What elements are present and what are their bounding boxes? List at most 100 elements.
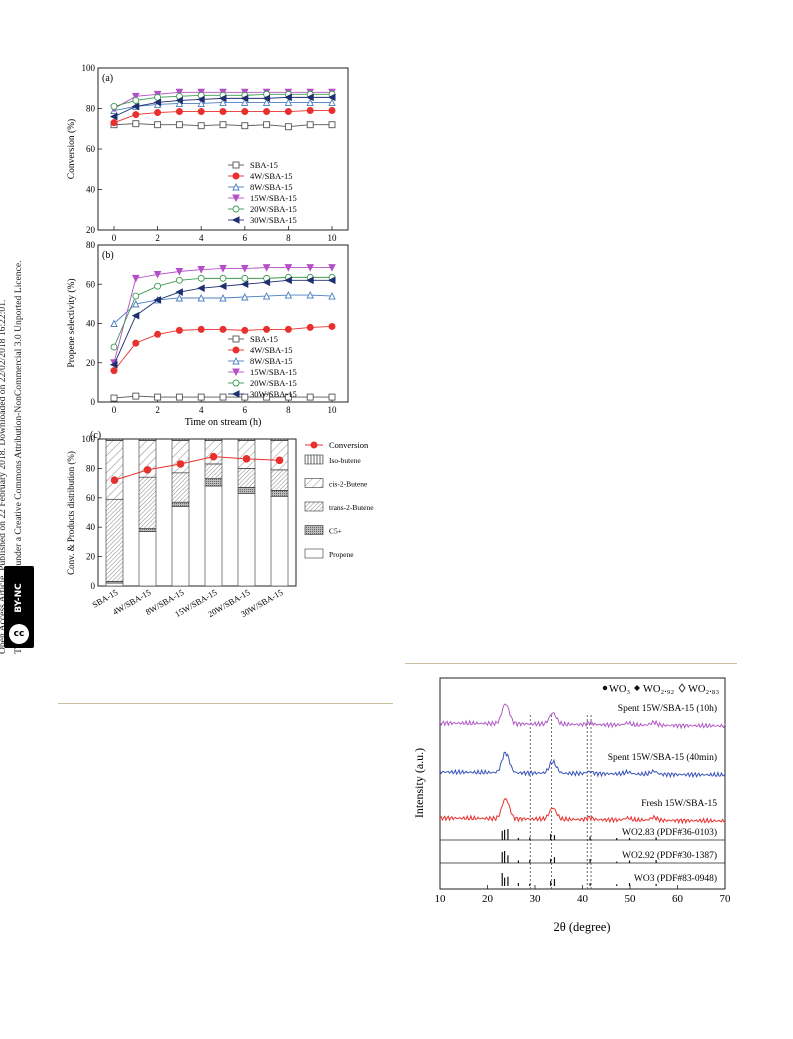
conversion-point	[275, 456, 284, 465]
xrd-trace	[439, 797, 726, 825]
panel-b-xlabel: Time on stream (h)	[185, 417, 262, 428]
stacked-bar-segment	[204, 485, 223, 587]
legend-label: SBA-15	[250, 160, 278, 170]
legend-swatch	[304, 525, 324, 535]
legend-marker	[232, 161, 240, 169]
legend-marker	[232, 335, 240, 343]
stacked-bar-segment	[171, 472, 190, 503]
data-point	[175, 276, 183, 284]
legend-label: SBA-15	[250, 334, 278, 344]
data-point	[328, 107, 336, 115]
stacked-bar-segment	[171, 506, 190, 587]
xtick-label: 50	[625, 893, 637, 905]
data-point	[284, 291, 293, 299]
data-point	[240, 94, 249, 103]
conversion-line	[114, 456, 280, 481]
legend-label: WO₂.₉₂	[643, 684, 674, 695]
data-point	[284, 325, 292, 333]
xtick-label: 6	[243, 233, 248, 243]
data-point	[197, 393, 205, 401]
ytick-label: 20	[86, 225, 96, 235]
series-line	[113, 325, 333, 371]
legend-label: 20W/SBA-15	[250, 204, 297, 214]
ytick-label: 100	[82, 434, 96, 444]
data-point	[154, 109, 162, 117]
data-point	[175, 121, 183, 129]
legend-label: Conversion	[329, 440, 369, 450]
legend-swatch	[304, 454, 324, 465]
data-point	[284, 264, 293, 272]
ytick-label: 40	[86, 522, 96, 532]
data-point	[110, 394, 118, 402]
data-point	[175, 96, 183, 105]
xtick-label: 6	[243, 405, 248, 415]
data-point	[197, 266, 206, 274]
data-point	[110, 343, 118, 351]
legend-marker	[310, 441, 318, 449]
data-point	[328, 121, 336, 129]
data-point	[175, 393, 183, 401]
ytick-label: 0	[91, 581, 96, 591]
legend-label: 4W/SBA-15	[250, 171, 293, 181]
data-point	[218, 282, 227, 291]
data-point	[131, 92, 140, 101]
data-point	[328, 98, 336, 106]
panel-c-frame	[97, 438, 297, 587]
legend-marker	[232, 194, 240, 203]
data-point	[154, 121, 162, 129]
data-point	[197, 99, 205, 107]
legend-marker	[232, 172, 240, 180]
data-point	[153, 270, 162, 279]
data-point	[284, 93, 292, 102]
data-point	[110, 319, 118, 327]
xrd-ylabel: Intensity (a.u.)	[412, 748, 426, 818]
stacked-bar-segment	[270, 469, 289, 491]
data-point	[263, 121, 271, 129]
xtick-label: 60	[672, 893, 684, 905]
legend-label: 15W/SBA-15	[250, 367, 297, 377]
data-point	[327, 276, 336, 285]
panel-b: (b) Propene selectivity (%) Time on stre…	[66, 240, 349, 428]
cc-license-badge[interactable]: BY-NC cc	[4, 566, 34, 648]
data-point	[175, 88, 184, 97]
data-point	[175, 99, 184, 107]
stacked-bar-segment	[105, 498, 124, 582]
data-point	[131, 311, 140, 320]
legend-label: 4W/SBA-15	[250, 345, 293, 355]
legend-label: WO₃	[609, 684, 630, 695]
xtick-label: 8	[286, 233, 291, 243]
data-point	[263, 393, 271, 401]
data-point	[306, 276, 314, 285]
data-point	[132, 339, 140, 347]
wo3-marker-icon	[602, 685, 608, 691]
legend-label: trans-2-Butene	[329, 503, 374, 512]
data-point	[241, 98, 249, 106]
legend-label: cis-2-Butene	[329, 480, 368, 489]
stacked-bar-segment	[237, 487, 256, 494]
data-point	[132, 120, 140, 128]
reference-label: WO3 (PDF#83-0948)	[634, 873, 717, 884]
data-point	[262, 292, 271, 300]
stacked-bar-segment	[204, 438, 223, 441]
data-point	[263, 325, 271, 333]
legend-label: Iso-butene	[329, 456, 361, 465]
data-point	[327, 93, 336, 102]
conversion-point	[242, 455, 251, 463]
ytick-label: 60	[86, 144, 96, 154]
legend-marker	[232, 205, 240, 213]
data-point	[110, 119, 118, 127]
xtick-label: 10	[328, 405, 338, 415]
legend-marker	[232, 379, 240, 387]
xrd-trace	[439, 703, 726, 730]
xtick-label: 10	[328, 233, 338, 243]
panel-c: (c) Conv. & Products distribution (%) 0 2…	[66, 430, 374, 619]
stacked-bar-segment	[105, 438, 124, 441]
series-line	[113, 279, 332, 365]
data-point	[153, 98, 162, 107]
data-point	[328, 393, 336, 401]
data-point	[284, 123, 292, 131]
wo283-marker-icon	[678, 683, 686, 693]
cc-logo-icon: cc	[9, 624, 29, 644]
data-point	[197, 293, 205, 302]
stacked-bar-segment	[237, 493, 256, 587]
